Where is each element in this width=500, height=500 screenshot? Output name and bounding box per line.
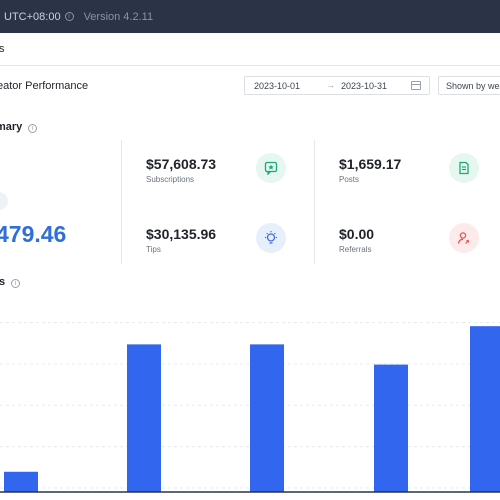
filter-bar: eator Performance 2023-10-01 → 2023-10-3…: [0, 66, 500, 106]
details-title-text: ls: [0, 276, 6, 288]
details-title: lsi: [0, 276, 21, 288]
metric-label: Subscriptions: [146, 175, 195, 184]
chart-bar[interactable]: [374, 364, 408, 492]
chart-bar[interactable]: [250, 344, 284, 492]
document-icon: [449, 153, 479, 183]
version-label: Version 4.2.11: [83, 10, 154, 23]
metric-value: $57,608.73: [146, 156, 217, 172]
start-date[interactable]: 2023-10-01: [254, 81, 301, 91]
date-range-picker[interactable]: 2023-10-01 → 2023-10-31: [244, 76, 430, 95]
summary-title: mary i: [0, 121, 38, 133]
calendar-icon[interactable]: [411, 81, 421, 90]
breadcrumb-item[interactable]: ts: [0, 43, 5, 55]
divider: [314, 140, 315, 264]
star-chat-icon: [256, 153, 286, 183]
info-icon[interactable]: i: [64, 12, 74, 21]
total-icon: [0, 192, 8, 210]
divider: [121, 140, 122, 264]
earnings-bar-chart: [0, 322, 500, 493]
chart-bar[interactable]: [470, 326, 500, 492]
metric-label: Tips: [146, 245, 161, 254]
summary-title-text: mary: [0, 121, 23, 133]
metric-value: $30,135.96: [146, 226, 217, 242]
total-earnings: 479.46: [0, 221, 67, 247]
info-icon[interactable]: i: [11, 279, 21, 288]
info-icon[interactable]: i: [28, 124, 38, 133]
breadcrumb: ts: [0, 33, 500, 66]
chart-bar[interactable]: [127, 344, 161, 492]
chart-bar[interactable]: [4, 471, 38, 492]
end-date[interactable]: 2023-10-31: [341, 81, 388, 91]
lightbulb-icon: [256, 223, 286, 253]
metric-tips: $30,135.96 Tips: [146, 226, 216, 254]
arrow-right-icon: →: [326, 80, 335, 90]
page-title: eator Performance: [0, 80, 89, 92]
metric-subscriptions: $57,608.73 Subscriptions: [146, 156, 216, 184]
timezone-label: UTC+08:00: [4, 10, 61, 23]
metric-label: Posts: [339, 175, 360, 184]
group-by-select[interactable]: Shown by week: [438, 76, 500, 95]
metric-value: $0.00: [339, 226, 375, 242]
metric-referrals: $0.00 Referrals: [339, 226, 374, 254]
top-bar: UTC+08:00 i Version 4.2.11: [0, 0, 500, 33]
user-referral-icon: [449, 223, 479, 253]
metric-value: $1,659.17: [339, 156, 402, 172]
metric-label: Referrals: [339, 245, 372, 254]
metric-posts: $1,659.17 Posts: [339, 156, 401, 184]
